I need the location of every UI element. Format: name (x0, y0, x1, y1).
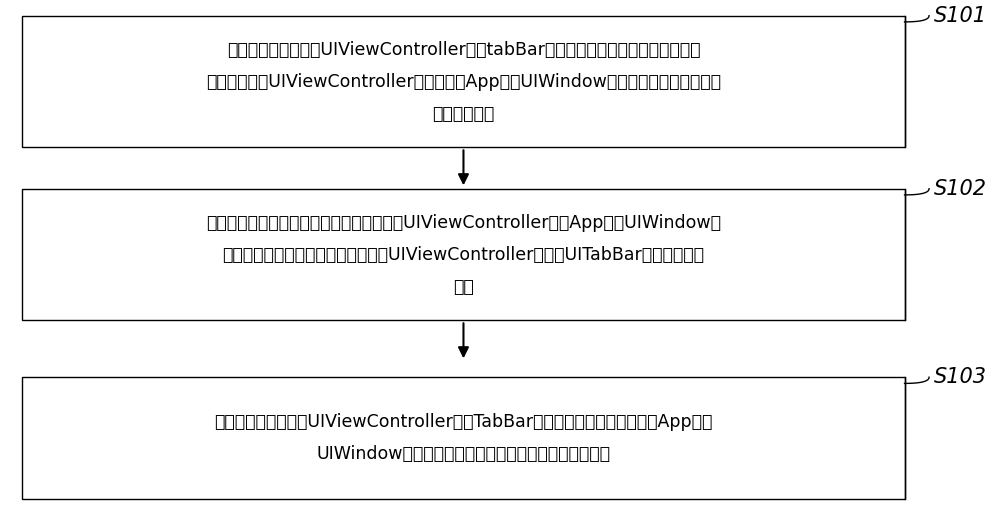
Text: 然后，用户点击小窗口时，将聊天小窗口【UIViewController】从App的主UIWindow的: 然后，用户点击小窗口时，将聊天小窗口【UIViewController】从App… (206, 213, 721, 232)
Bar (22, 188, 905, 321)
Bar (22, 377, 905, 499)
Text: 聊天窗口变小: 聊天窗口变小 (432, 104, 495, 123)
Text: S102: S102 (934, 179, 987, 199)
Text: S103: S103 (934, 367, 987, 387)
Text: 的聊天窗口【UIViewController】放在当前App的主UIWindow的图层之上，同时正常的: 的聊天窗口【UIViewController】放在当前App的主UIWindow… (206, 73, 721, 90)
Text: 同时正常聊天窗口【UIViewController】从TabBar的当前视图堆栈中移除放入App的主: 同时正常聊天窗口【UIViewController】从TabBar的当前视图堆栈… (214, 413, 713, 431)
Text: 图层之上移除，同时将小聊天窗口【UIViewController】放到UITabBar的当前视图堆: 图层之上移除，同时将小聊天窗口【UIViewController】放到UITab… (222, 245, 704, 264)
Text: UIWindow的图层之上，即完成两个聊天窗口的切换过程: UIWindow的图层之上，即完成两个聊天窗口的切换过程 (316, 445, 610, 463)
Text: 栈中: 栈中 (453, 278, 474, 295)
Bar (22, 16, 905, 147)
Text: 将正常的聊天窗口【UIViewController】从tabBar的当前视图堆栈中移除，同时正常: 将正常的聊天窗口【UIViewController】从tabBar的当前视图堆栈… (227, 41, 700, 58)
Text: S101: S101 (934, 6, 987, 26)
